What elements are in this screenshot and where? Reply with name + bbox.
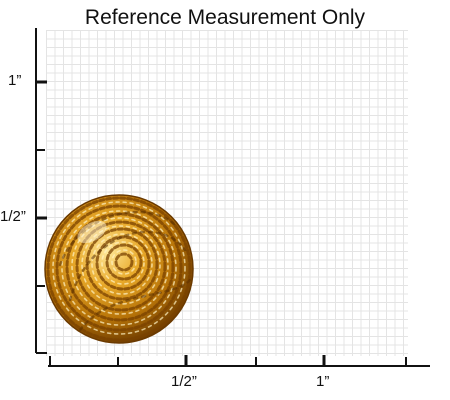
x-axis-label-half-inch: 1/2” <box>171 373 197 390</box>
x-axis-label-1-inch: 1” <box>316 373 330 390</box>
page-title: Reference Measurement Only <box>84 6 366 29</box>
y-axis-label-1-inch: 1” <box>8 72 22 89</box>
gold-rope-button-icon <box>44 194 194 344</box>
y-axis-label-half-inch: 1/2” <box>0 208 26 225</box>
